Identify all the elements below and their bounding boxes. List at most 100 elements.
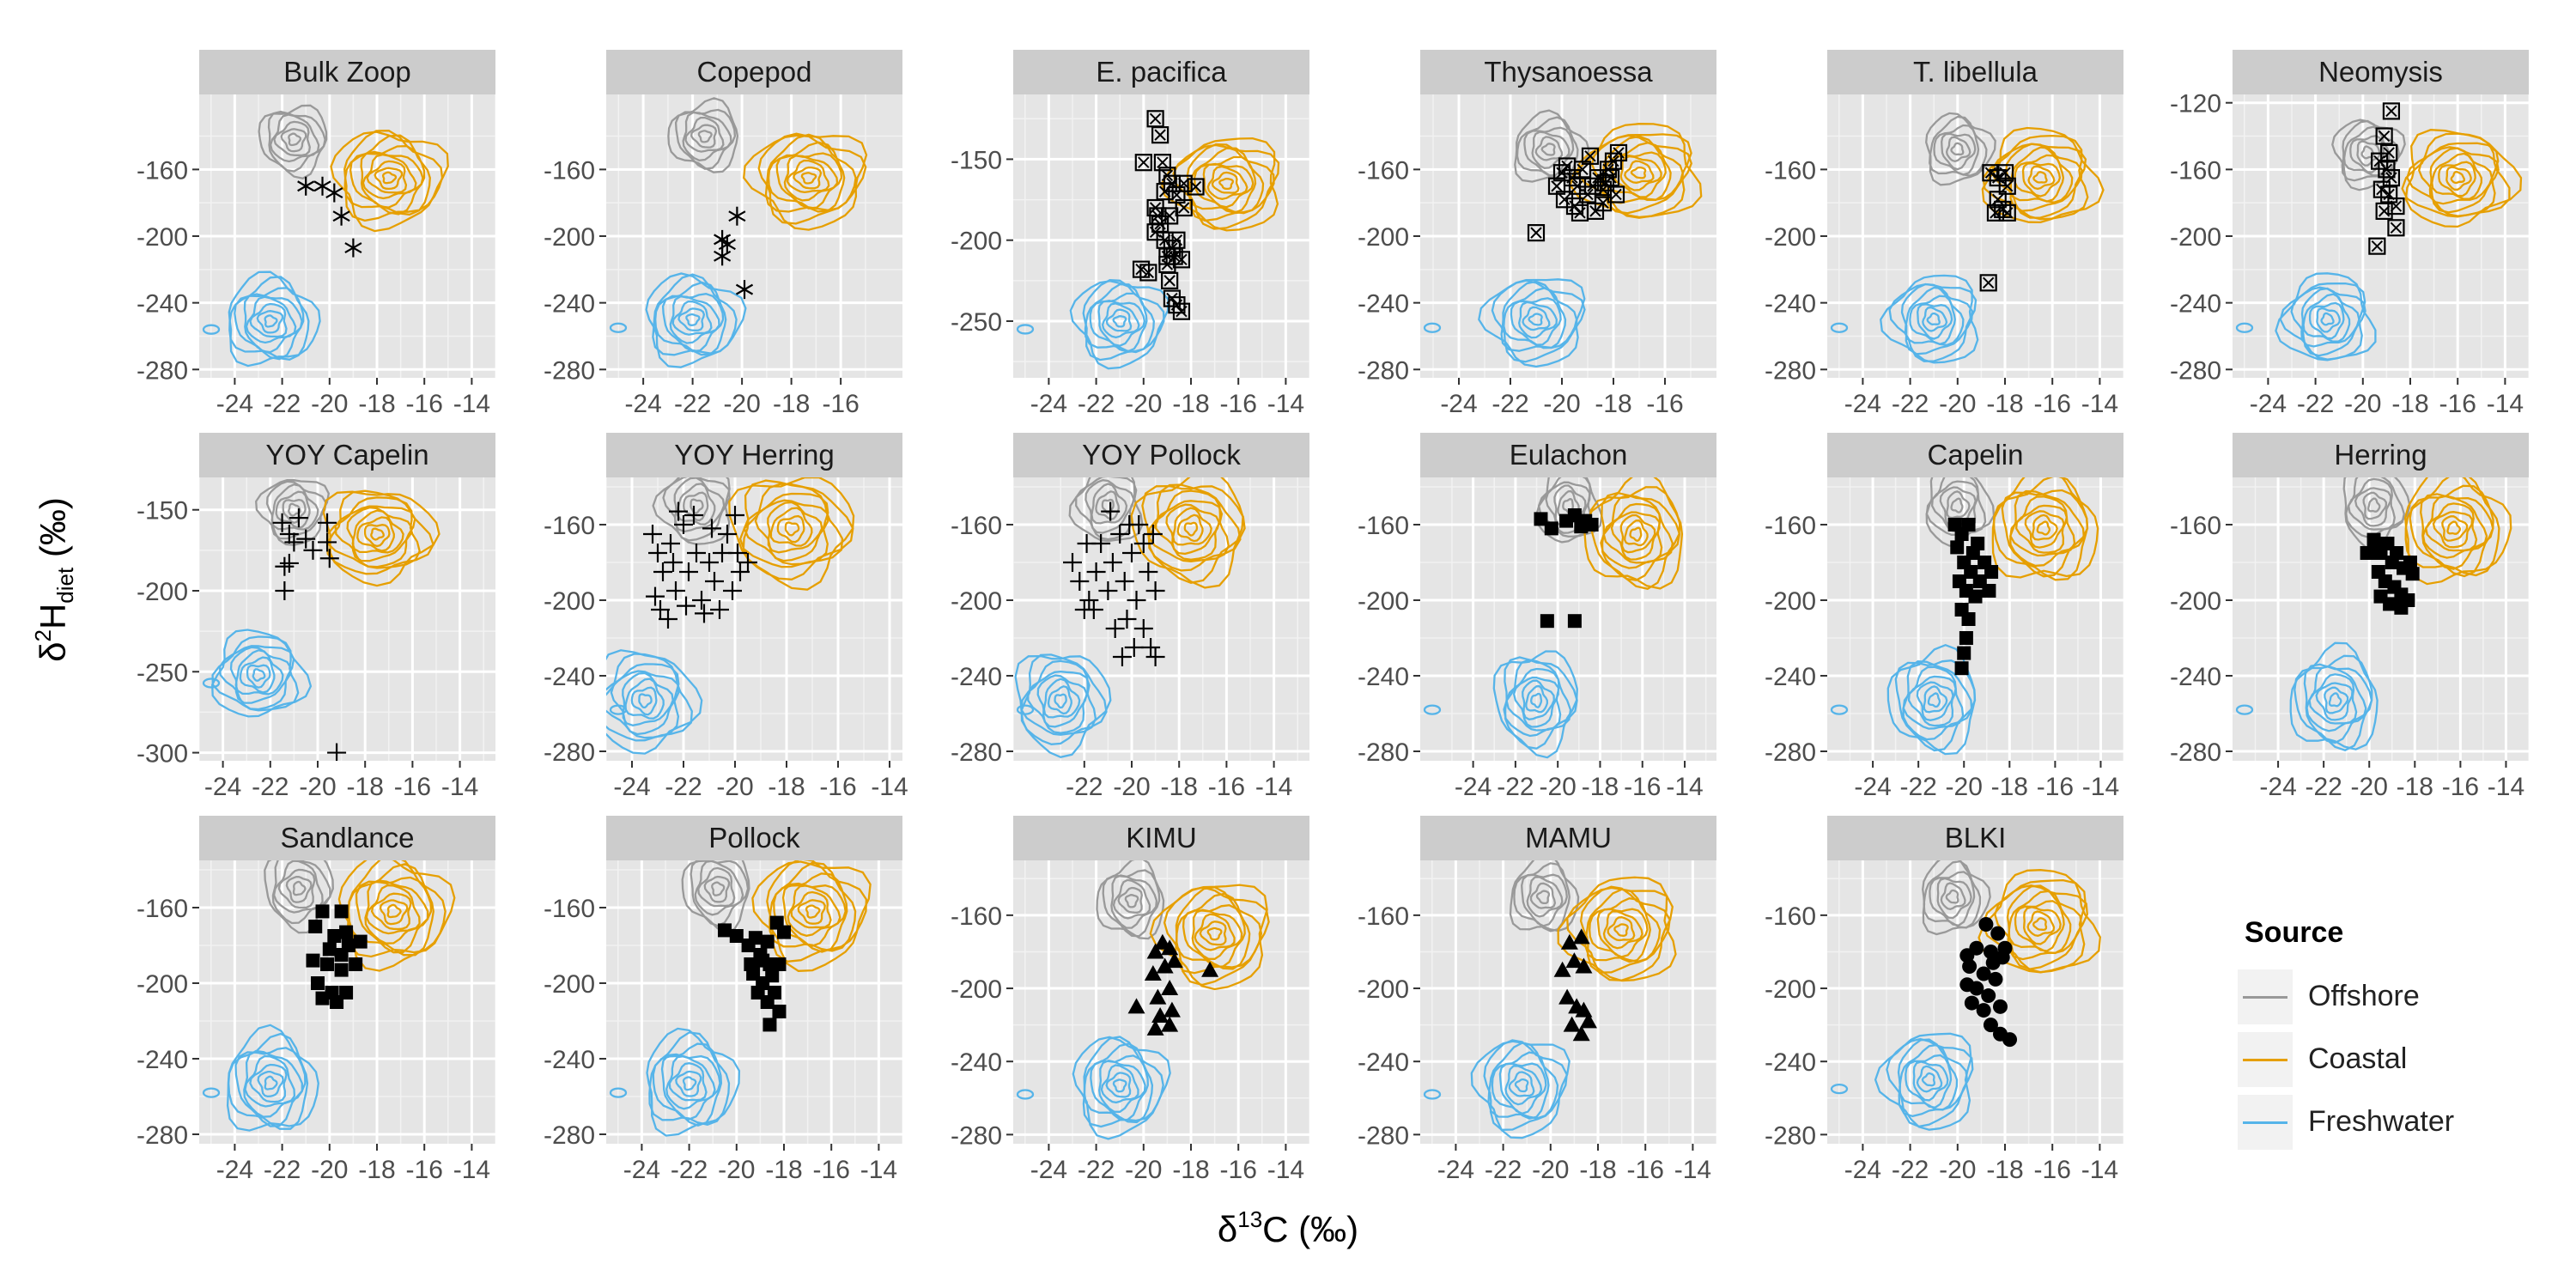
data-point: [2394, 600, 2409, 615]
panel-yoy-pollock: YOY Pollock -160 -200 -240 -280 -22 -20 -18 -16-…: [951, 433, 1309, 801]
contour-freshwater: [1492, 650, 1578, 759]
contour-offshore: [269, 113, 320, 163]
panel-title: BLKI: [1945, 822, 2007, 854]
y-tick-label: -160: [1358, 156, 1409, 185]
contour-freshwater: [1047, 685, 1072, 715]
contour-freshwater: [2300, 287, 2360, 348]
data-point: [1132, 260, 1151, 278]
contour-freshwater-outlier: [609, 322, 628, 333]
x-tick-label: -20: [1939, 1156, 1976, 1184]
y-tick-label: -160: [544, 512, 595, 540]
x-tick-label: -14: [2081, 1156, 2118, 1184]
contour-coastal: [386, 903, 402, 919]
contour-freshwater: [2306, 665, 2367, 732]
data-point: [1139, 562, 1158, 581]
data-point: [1117, 610, 1137, 629]
point-box-x2: [2383, 188, 2395, 201]
contour-coastal: [1165, 503, 1220, 556]
data-point: [661, 534, 680, 553]
point-circle: [1959, 948, 1975, 963]
contour-freshwater: [211, 629, 313, 718]
contour-coastal: [1590, 134, 1693, 215]
contour-freshwater: [1470, 1040, 1571, 1139]
y-tick-label: -240: [1765, 290, 1816, 319]
contour-freshwater: [1082, 1036, 1164, 1128]
panel-title: Neomysis: [2318, 56, 2443, 88]
panel-strip: [2233, 433, 2529, 477]
panel-sandlance: Sandlance -160 -200 -240 -280 -24 -22 -20 -18 -16…: [137, 816, 495, 1184]
contour-freshwater: [1036, 674, 1088, 728]
contour-freshwater-outlier: [2235, 704, 2254, 715]
contour-freshwater: [2275, 272, 2377, 361]
contour-coastal: [1206, 165, 1249, 200]
contour-coastal: [2445, 166, 2472, 191]
point-triangle: [1165, 952, 1183, 969]
data-point: [1968, 589, 1983, 604]
data-point: [325, 183, 343, 203]
contour-coastal: [381, 171, 398, 185]
data-point: [1950, 540, 1965, 555]
data-point: [1101, 501, 1121, 521]
point-box: [1187, 178, 1205, 196]
point-box: [2375, 127, 2393, 145]
data-point: [1534, 512, 1548, 526]
x-tick-label: -22: [1078, 1156, 1115, 1184]
point-triangle: [1144, 965, 1162, 981]
data-point: [1544, 521, 1558, 536]
contour-coastal: [2417, 146, 2500, 214]
panel-plot-area: [1420, 477, 1716, 761]
point-box-x2: [2383, 147, 2395, 159]
contour-freshwater: [645, 272, 747, 368]
contour-offshore: [2360, 145, 2375, 160]
contour-freshwater: [1020, 653, 1108, 745]
y-tick-label: -240: [544, 663, 595, 691]
contour-coastal: [1202, 162, 1255, 209]
point-square: [308, 920, 323, 933]
data-point: [710, 600, 729, 619]
x-tick-label: -16: [2034, 1156, 2071, 1184]
data-point: [679, 562, 698, 581]
y-tick-label: -240: [951, 1048, 1002, 1077]
data-point: [1110, 525, 1130, 544]
point-triangle: [1149, 988, 1167, 1005]
point-circle: [1990, 926, 2006, 941]
panel-title: Copepod: [697, 56, 812, 88]
x-tick-label: -18: [1582, 773, 1619, 801]
data-point: [279, 553, 299, 573]
contour-coastal: [2428, 147, 2494, 205]
x-tick-label: -16: [819, 773, 856, 801]
contour-coastal: [2024, 510, 2065, 549]
panel-plot-area: [1013, 477, 1309, 761]
contour-offshore: [1117, 886, 1143, 914]
contour-freshwater: [1902, 660, 1973, 741]
data-point: [2390, 546, 2404, 560]
data-point: [1959, 977, 1975, 993]
panel-yoy-capelin: YOY Capelin-150-200-250-300-24 -22 -20 -18-…: [137, 433, 495, 801]
point-box-x2: [1149, 112, 1162, 125]
point-square: [1971, 537, 1985, 550]
point-asterisk-stroke: [735, 283, 754, 295]
contour-offshore: [2354, 487, 2392, 527]
data-point: [297, 176, 315, 196]
x-tick-label: -18: [2397, 773, 2433, 801]
point-box-x2: [1154, 218, 1166, 230]
contour-offshore: [1941, 132, 1977, 171]
contour-freshwater: [682, 1076, 697, 1091]
contour-freshwater: [1874, 1032, 1972, 1131]
point-asterisk-stroke: [325, 187, 343, 198]
y-tick-label: -200: [2170, 223, 2221, 252]
contour-coastal: [1601, 491, 1681, 581]
data-point: [296, 529, 316, 549]
contour-offshore: [2362, 491, 2388, 520]
data-point: [1997, 940, 2013, 956]
contour-freshwater: [1525, 684, 1549, 714]
panel-strip: [606, 433, 902, 477]
contour-offshore: [1112, 878, 1151, 920]
x-tick-label: -14: [871, 773, 908, 801]
point-box-x2: [1135, 263, 1147, 276]
contour-freshwater: [249, 302, 288, 338]
point-triangle: [1161, 1016, 1179, 1032]
contour-coastal: [2438, 161, 2476, 197]
contour-offshore: [277, 868, 316, 909]
y-tick-label: -280: [1358, 356, 1409, 385]
